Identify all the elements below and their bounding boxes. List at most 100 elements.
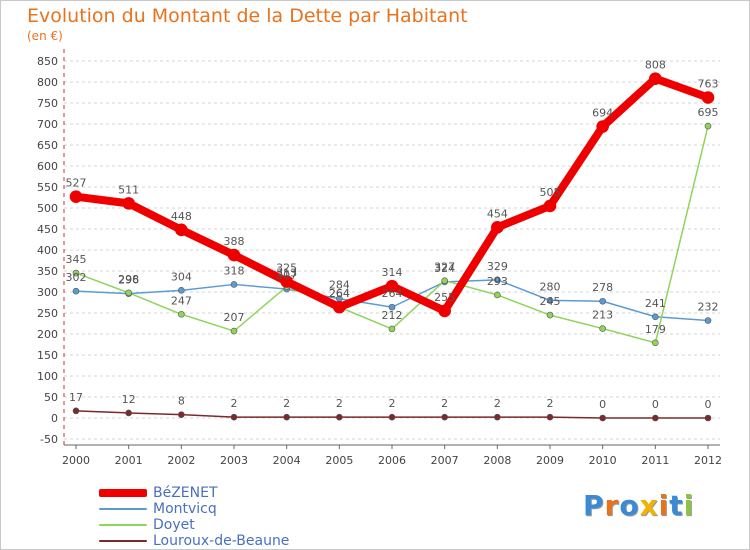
data-label-b-zenet: 454: [487, 207, 508, 220]
data-point-montvicq: [599, 297, 606, 305]
data-label-louroux-de-beaune: 0: [652, 398, 659, 411]
data-label-louroux-de-beaune: 8: [178, 395, 185, 408]
x-tick-label: 2000: [62, 454, 90, 467]
data-point-b-zenet: [280, 275, 293, 288]
data-point-doyet: [388, 325, 396, 333]
data-label-montvicq: 304: [171, 270, 192, 283]
data-label-b-zenet: 505: [540, 186, 561, 199]
legend-swatch-louroux: [99, 540, 147, 542]
data-point-doyet: [704, 122, 712, 130]
data-label-doyet: 213: [592, 309, 613, 322]
y-tick-label: 150: [37, 349, 58, 362]
y-tick-label: 350: [37, 265, 58, 278]
data-label-montvicq: 232: [698, 301, 719, 314]
data-label-b-zenet: 694: [592, 107, 613, 120]
data-label-louroux-de-beaune: 2: [494, 397, 501, 410]
x-tick-label: 2003: [220, 454, 248, 467]
x-tick-label: 2005: [325, 454, 353, 467]
data-label-doyet: 313: [276, 267, 297, 280]
data-point-b-zenet: [69, 190, 83, 203]
data-point-doyet: [125, 289, 132, 297]
x-tick-label: 2001: [115, 454, 143, 467]
data-label-louroux-de-beaune: 2: [441, 397, 448, 410]
legend-item-montvicq: Montvicq: [99, 501, 289, 517]
data-label-b-zenet: 325: [276, 262, 297, 275]
y-tick-label: 650: [37, 139, 58, 152]
data-label-b-zenet: 314: [382, 266, 403, 279]
data-label-louroux-de-beaune: 2: [336, 397, 343, 410]
y-tick-label: -50: [40, 433, 58, 446]
y-tick-label: 400: [37, 244, 58, 257]
y-tick-label: 200: [37, 328, 58, 341]
data-point-montvicq: [72, 287, 80, 295]
data-point-louroux-de-beaune: [125, 409, 132, 417]
legend-label-doyet: Doyet: [153, 517, 195, 533]
data-label-louroux-de-beaune: 2: [547, 397, 554, 410]
data-label-b-zenet: 388: [224, 235, 245, 248]
x-tick-label: 2010: [589, 454, 617, 467]
data-label-montvicq: 318: [224, 264, 245, 277]
data-label-louroux-de-beaune: 2: [389, 397, 396, 410]
data-label-doyet: 264: [329, 287, 350, 300]
data-point-montvicq: [230, 281, 238, 288]
legend-item-bezenet: BéZENET: [99, 485, 289, 501]
data-point-b-zenet: [491, 221, 504, 234]
data-label-montvicq: 280: [540, 280, 561, 293]
y-tick-label: 0: [51, 412, 58, 425]
data-point-louroux-de-beaune: [336, 413, 343, 421]
data-point-louroux-de-beaune: [494, 413, 501, 421]
data-label-montvicq: 284: [329, 279, 350, 292]
data-point-doyet: [441, 277, 448, 284]
legend-item-louroux: Louroux-de-Beaune: [99, 533, 289, 549]
data-label-b-zenet: 264: [329, 287, 350, 300]
data-point-b-zenet: [701, 91, 715, 104]
chart-subtitle: (en €): [27, 29, 63, 43]
y-tick-label: 750: [37, 97, 58, 110]
y-tick-label: 450: [37, 223, 58, 236]
x-tick-label: 2009: [536, 454, 564, 467]
data-label-doyet: 247: [171, 294, 192, 307]
data-point-louroux-de-beaune: [704, 414, 712, 422]
data-label-doyet: 345: [66, 253, 87, 266]
y-tick-label: 250: [37, 307, 58, 320]
y-tick-label: 550: [37, 181, 58, 194]
data-point-louroux-de-beaune: [178, 411, 185, 418]
data-label-doyet: 293: [487, 275, 508, 288]
data-label-b-zenet: 808: [645, 59, 666, 72]
data-label-doyet: 327: [434, 261, 455, 274]
data-point-doyet: [494, 291, 501, 299]
data-point-louroux-de-beaune: [599, 414, 606, 422]
data-label-montvicq: 241: [645, 297, 666, 310]
legend-label-louroux: Louroux-de-Beaune: [153, 533, 290, 549]
data-label-louroux-de-beaune: 0: [599, 398, 606, 411]
data-point-b-zenet: [596, 120, 609, 133]
data-point-b-zenet: [385, 279, 399, 293]
x-tick-label: 2007: [431, 454, 459, 467]
data-label-b-zenet: 527: [66, 177, 87, 190]
legend-swatch-bezenet: [99, 489, 147, 497]
y-tick-label: 850: [37, 55, 58, 68]
data-point-doyet: [230, 327, 238, 335]
data-label-louroux-de-beaune: 0: [705, 398, 712, 411]
data-label-louroux-de-beaune: 2: [283, 397, 290, 410]
x-tick-label: 2006: [378, 454, 406, 467]
data-label-montvicq: 296: [118, 274, 139, 287]
data-point-montvicq: [388, 303, 396, 311]
data-point-doyet: [599, 325, 606, 332]
x-tick-label: 2008: [483, 454, 511, 467]
data-point-b-zenet: [438, 304, 451, 318]
proxiti-logo: Proxiti: [583, 489, 695, 522]
y-tick-label: 300: [37, 286, 58, 299]
data-label-b-zenet: 255: [434, 291, 455, 304]
data-point-b-zenet: [543, 199, 557, 213]
x-tick-label: 2002: [167, 454, 195, 467]
legend-swatch-montvicq: [99, 508, 147, 510]
data-point-louroux-de-beaune: [72, 407, 80, 415]
data-point-montvicq: [494, 276, 501, 284]
legend-label-bezenet: BéZENET: [153, 485, 218, 501]
y-tick-label: 600: [37, 160, 58, 173]
y-tick-label: 50: [44, 391, 58, 404]
data-point-montvicq: [546, 297, 554, 304]
